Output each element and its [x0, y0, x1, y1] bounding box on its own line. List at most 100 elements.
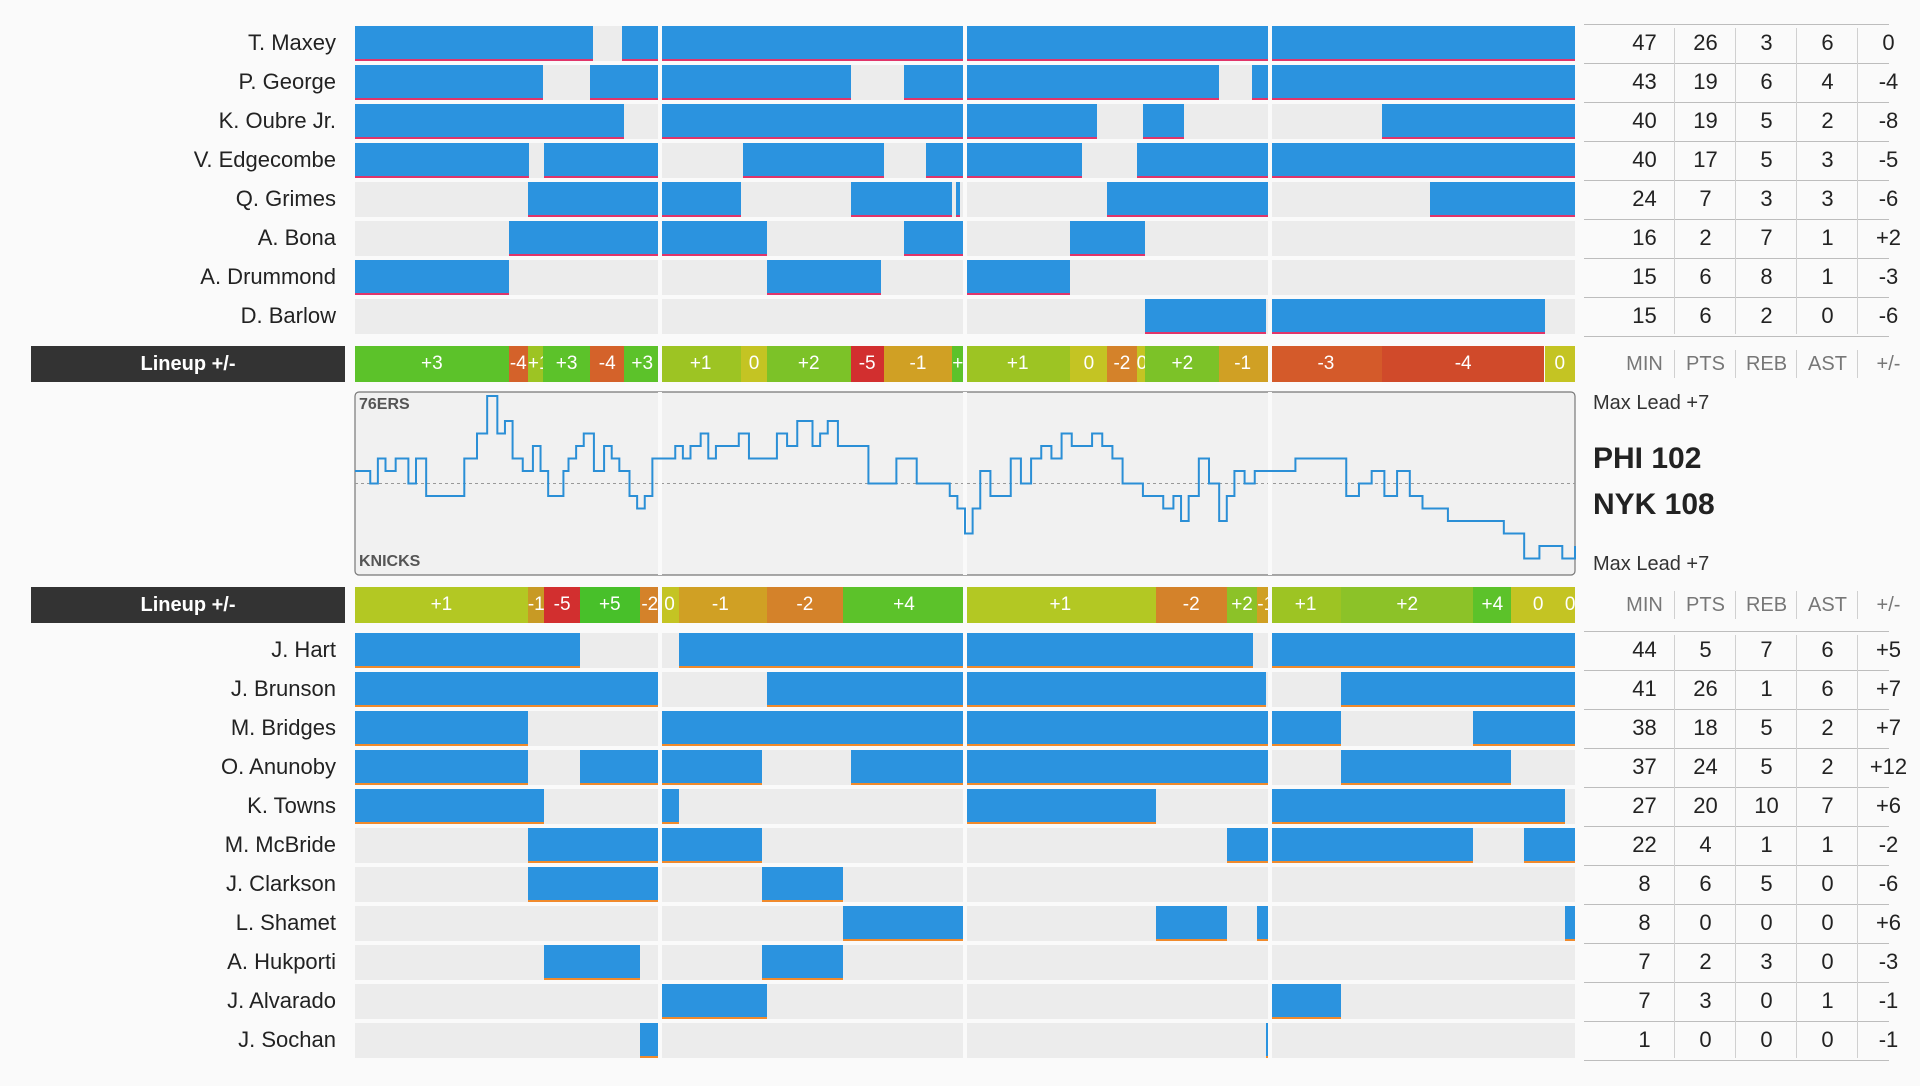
player-name: J. Hart — [271, 637, 336, 662]
quarter-divider — [963, 631, 967, 1060]
stat-cell: 24 — [1632, 186, 1657, 211]
stat-cell: 26 — [1693, 30, 1718, 55]
stat-cell: 6 — [1821, 637, 1834, 662]
chart-frame — [354, 391, 1576, 576]
stat-cell: -6 — [1878, 303, 1899, 328]
lineup-segment: +3 — [624, 346, 660, 382]
stat-cell: 4 — [1699, 832, 1712, 857]
stint-bar — [355, 104, 625, 139]
stat-cell: 40 — [1632, 108, 1657, 133]
stat-cell: 5 — [1760, 754, 1773, 779]
stat-col-divider — [1857, 635, 1858, 1058]
stat-col-divider — [1796, 591, 1797, 619]
stat-cell: 41 — [1632, 676, 1657, 701]
stat-cell: 7 — [1821, 793, 1834, 818]
stat-top-divider — [1584, 24, 1889, 25]
stat-cell: 0 — [1821, 303, 1834, 328]
stint-bar — [965, 789, 1156, 824]
stat-cell: 0 — [1882, 30, 1895, 55]
stat-cell: -3 — [1878, 949, 1899, 974]
stint-bar — [621, 26, 1575, 61]
lineup-segment: +4 — [843, 587, 965, 623]
stat-row-divider — [1584, 141, 1889, 142]
lineup-segment: +5 — [579, 587, 640, 623]
stat-row-divider — [1584, 982, 1889, 983]
stat-row-divider — [1584, 670, 1889, 671]
stat-cell: 8 — [1760, 264, 1773, 289]
stat-cell: 8 — [1638, 910, 1651, 935]
stat-cell: 1 — [1821, 225, 1834, 250]
stat-header: REB — [1745, 594, 1788, 616]
quarter-divider — [963, 346, 967, 382]
stint-bar — [956, 182, 960, 217]
stat-cell: +5 — [1875, 637, 1902, 662]
lineup-segment: +3 — [355, 346, 509, 382]
stint-bar — [925, 143, 1082, 178]
stat-cell: 26 — [1693, 676, 1718, 701]
lineup-segment: -1 — [527, 587, 545, 623]
lineup-segment: -3 — [1270, 346, 1382, 382]
stat-cell: 5 — [1760, 715, 1773, 740]
stat-row-divider — [1584, 258, 1889, 259]
score-margin-line — [355, 395, 1576, 560]
stint-bar — [1257, 906, 1270, 941]
stat-cell: 1 — [1821, 832, 1834, 857]
stat-cell: -1 — [1878, 1027, 1899, 1052]
stat-cell: +2 — [1875, 225, 1902, 250]
stat-cell: +6 — [1875, 793, 1902, 818]
stat-cell: 24 — [1693, 754, 1718, 779]
stat-row-divider — [1584, 865, 1889, 866]
player-name: A. Drummond — [200, 264, 336, 289]
stat-cell: 2 — [1760, 303, 1773, 328]
lineup-segment: +1 — [965, 346, 1071, 382]
stat-cell: 7 — [1760, 637, 1773, 662]
stat-cell: -6 — [1878, 186, 1899, 211]
quarter-divider — [658, 346, 662, 382]
stat-cell: -6 — [1878, 871, 1899, 896]
stint-bar — [766, 260, 882, 295]
lineup-label: Lineup +/- — [31, 587, 345, 623]
player-name: J. Clarkson — [225, 871, 336, 896]
stat-cell: 6 — [1699, 264, 1712, 289]
lineup-segment: +1 — [527, 346, 544, 382]
stat-cell: 1 — [1638, 1027, 1651, 1052]
stint-bar — [761, 867, 843, 902]
stat-row-divider — [1584, 748, 1889, 749]
stat-cell: 20 — [1693, 793, 1718, 818]
stat-cell: -3 — [1878, 264, 1899, 289]
stat-cell: 2 — [1821, 715, 1834, 740]
stint-bar — [843, 906, 965, 941]
player-name: A. Bona — [257, 225, 336, 250]
lineup-segment: +1 — [1270, 587, 1342, 623]
stint-bar — [1564, 906, 1575, 941]
stat-cell: +6 — [1875, 910, 1902, 935]
stint-bar — [1107, 182, 1270, 217]
stint-bar — [355, 789, 545, 824]
max-lead-top: Max Lead +7 — [1593, 392, 1710, 414]
stat-cell: 16 — [1632, 225, 1657, 250]
stint-bar — [1270, 984, 1342, 1019]
stat-col-divider — [1796, 350, 1797, 378]
player-name: A. Hukporti — [227, 949, 336, 974]
stat-cell: -8 — [1878, 108, 1899, 133]
stat-cell: 0 — [1760, 910, 1773, 935]
quarter-divider — [963, 24, 967, 336]
stat-cell: 5 — [1760, 147, 1773, 172]
player-name: M. McBride — [224, 832, 336, 857]
stat-cell: 15 — [1632, 264, 1657, 289]
player-name: L. Shamet — [235, 910, 336, 935]
stat-cell: 37 — [1632, 754, 1657, 779]
stat-cell: 1 — [1821, 264, 1834, 289]
lineup-segment: -4 — [508, 346, 528, 382]
stat-cell: 1 — [1760, 676, 1773, 701]
stat-col-divider — [1674, 350, 1675, 378]
stat-cell: 17 — [1693, 147, 1718, 172]
stint-bar — [660, 750, 762, 785]
stint-bar — [1430, 182, 1575, 217]
stat-header: AST — [1808, 594, 1847, 616]
stint-bar — [1142, 104, 1184, 139]
stat-cell: 2 — [1699, 225, 1712, 250]
stat-col-divider — [1735, 28, 1736, 334]
lineup-segment: +2 — [766, 346, 851, 382]
stint-bar — [1145, 299, 1267, 334]
